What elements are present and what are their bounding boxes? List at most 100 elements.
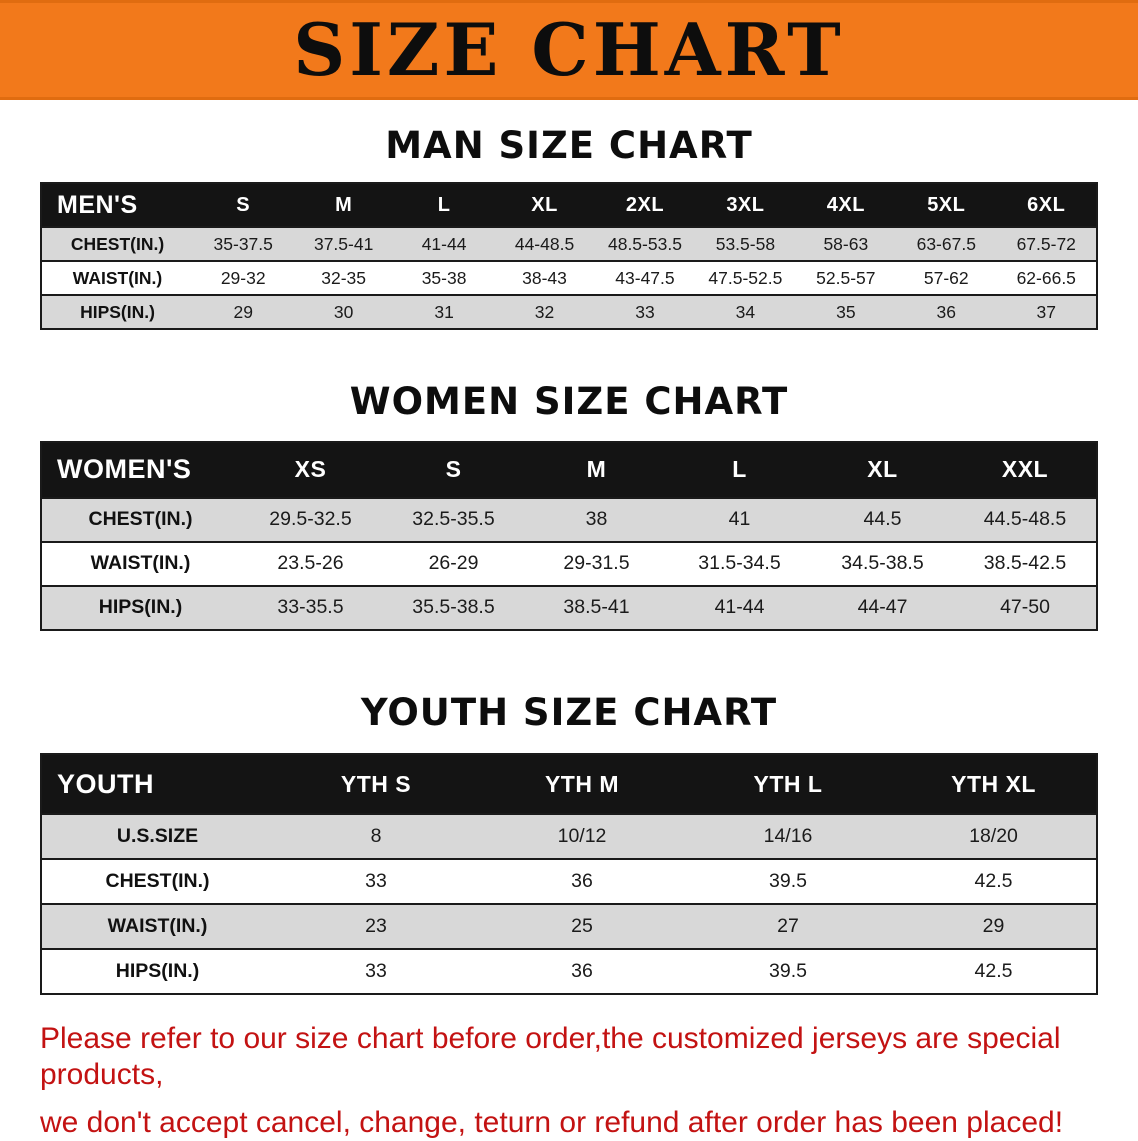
youth-size-table: YOUTH YTH S YTH M YTH L YTH XL U.S.SIZE 8 10/12…: [40, 753, 1098, 996]
data-cell: 48.5-53.5: [607, 233, 682, 254]
data-cell: 29: [982, 915, 1005, 938]
data-cell: 35-37.5: [213, 233, 273, 254]
row-label-cell: CHEST(IN.): [88, 508, 193, 531]
header-row: MEN'S S M L XL 2XL 3XL 4XL 5XL 6XL: [41, 183, 1097, 228]
row-label-cell: HIPS(IN.): [115, 960, 200, 983]
table-row: CHEST(IN.) 33 36 39.5 42.5: [41, 859, 1097, 905]
page-title: SIZE CHART: [293, 7, 845, 92]
size-header-cell: M: [335, 193, 353, 216]
data-cell: 42.5: [974, 870, 1013, 893]
table-row: WAIST(IN.) 23.5-26 26-29 29-31.5 31.5-34.5 34…: [41, 541, 1097, 586]
men-section-heading: MAN SIZE CHART: [385, 124, 753, 167]
data-cell: 38: [585, 508, 608, 531]
data-cell: 41-44: [421, 233, 467, 254]
data-cell: 36: [571, 870, 593, 893]
data-cell: 62-66.5: [1016, 267, 1076, 288]
data-cell: 44.5-48.5: [983, 508, 1067, 531]
data-cell: 32.5-35.5: [412, 508, 495, 531]
data-cell: 23: [365, 915, 387, 938]
data-cell: 32-35: [321, 267, 367, 288]
row-label-cell: CHEST(IN.): [70, 233, 165, 254]
header-row: YOUTH YTH S YTH M YTH L YTH XL: [41, 754, 1097, 815]
data-cell: 47.5-52.5: [708, 267, 783, 288]
data-cell: 30: [333, 301, 354, 322]
data-cell: 35: [836, 301, 856, 322]
data-cell: 37.5-41: [313, 233, 374, 254]
data-cell: 39.5: [769, 870, 807, 893]
size-header-cell: XL: [867, 456, 898, 483]
size-header-cell: 5XL: [927, 193, 966, 216]
table-row: HIPS(IN.) 29 30 31 32 33 34 35 36 37: [41, 295, 1097, 330]
data-cell: 67.5-72: [1016, 233, 1076, 254]
data-cell: 44-48.5: [514, 233, 575, 254]
data-cell: 18/20: [969, 825, 1018, 848]
data-cell: 29-31.5: [563, 552, 630, 575]
data-cell: 38.5-42.5: [983, 552, 1067, 575]
data-cell: 32: [534, 301, 555, 322]
row-label-cell: CHEST(IN.): [105, 870, 210, 893]
data-cell: 41-44: [714, 596, 765, 619]
header-row: WOMEN'S XS S M L XL XXL: [41, 441, 1097, 498]
data-cell: 42.5: [974, 960, 1013, 983]
size-header-cell: YTH L: [753, 770, 823, 797]
row-label-cell: WAIST(IN.): [90, 552, 191, 575]
data-cell: 33: [365, 870, 387, 893]
women-size-table: WOMEN'S XS S M L XL XXL CHEST(IN.) 29.5-32.5 32.5…: [40, 440, 1098, 631]
row-label-cell: HIPS(IN.): [80, 301, 155, 322]
size-header-cell: YTH S: [340, 770, 412, 797]
data-cell: 29.5-32.5: [269, 508, 352, 531]
size-header-cell: YTH XL: [951, 770, 1036, 797]
data-cell: 43-47.5: [615, 267, 675, 288]
data-cell: 38.5-41: [563, 596, 630, 619]
order-policy-note: Please refer to our size chart before or…: [40, 1021, 1118, 1141]
data-cell: 10/12: [557, 825, 607, 848]
data-cell: 31.5-34.5: [698, 552, 781, 575]
data-cell: 29: [233, 301, 253, 322]
data-cell: 44-47: [857, 596, 908, 619]
data-cell: 8: [370, 825, 382, 848]
data-cell: 38-43: [522, 267, 567, 288]
size-chart-banner: SIZE CHART: [0, 0, 1138, 100]
size-header-cell: 2XL: [625, 193, 665, 216]
table-row: WAIST(IN.) 23 25 27 29: [41, 904, 1097, 950]
row-label-cell: WAIST(IN.): [72, 267, 163, 288]
data-cell: 36: [571, 960, 593, 983]
table-row: HIPS(IN.) 33 36 39.5 42.5: [41, 949, 1097, 995]
size-header-cell: XXL: [1001, 456, 1049, 483]
data-cell: 53.5-58: [715, 233, 776, 254]
data-cell: 33-35.5: [277, 596, 344, 619]
data-cell: 29-32: [220, 267, 266, 288]
data-cell: 39.5: [769, 960, 807, 983]
size-header-cell: L: [437, 193, 451, 216]
row-label-cell: HIPS(IN.): [98, 596, 183, 619]
data-cell: 27: [777, 915, 799, 938]
size-header-cell: S: [236, 193, 251, 216]
table-row: CHEST(IN.) 29.5-32.5 32.5-35.5 38 41 44.5 44.5…: [41, 497, 1097, 542]
data-cell: 63-67.5: [916, 233, 976, 254]
data-cell: 31: [434, 301, 454, 322]
data-cell: 57-62: [923, 267, 969, 288]
note-line-2: we don't accept cancel, change, teturn o…: [40, 1106, 1064, 1140]
men-size-table: MEN'S S M L XL 2XL 3XL 4XL 5XL 6XL CHEST(IN.) 35-37…: [40, 182, 1098, 331]
size-header-cell: XS: [294, 456, 327, 483]
row-label-cell: U.S.SIZE: [116, 825, 199, 848]
size-header-cell: 6XL: [1027, 193, 1066, 216]
size-header-cell: YTH M: [544, 770, 620, 797]
size-header-cell: L: [732, 456, 747, 483]
data-cell: 23.5-26: [277, 552, 344, 575]
row-label-cell: WAIST(IN.): [107, 915, 208, 938]
table-row: U.S.SIZE 8 10/12 14/16 18/20: [41, 814, 1097, 860]
table-row: HIPS(IN.) 33-35.5 35.5-38.5 38.5-41 41-44 44-…: [41, 585, 1097, 630]
data-cell: 34.5-38.5: [841, 552, 924, 575]
data-cell: 37: [1036, 301, 1056, 322]
data-cell: 33: [635, 301, 655, 322]
data-cell: 35-38: [421, 267, 467, 288]
table-row: CHEST(IN.) 35-37.5 37.5-41 41-44 44-48.5 48.5…: [41, 227, 1097, 262]
size-header-cell: M: [586, 456, 607, 483]
table-title-cell: MEN'S: [57, 190, 138, 219]
size-header-cell: XL: [531, 193, 558, 216]
data-cell: 41: [728, 508, 751, 531]
size-header-cell: 3XL: [726, 193, 765, 216]
data-cell: 26-29: [428, 552, 479, 575]
size-header-cell: 4XL: [826, 193, 865, 216]
